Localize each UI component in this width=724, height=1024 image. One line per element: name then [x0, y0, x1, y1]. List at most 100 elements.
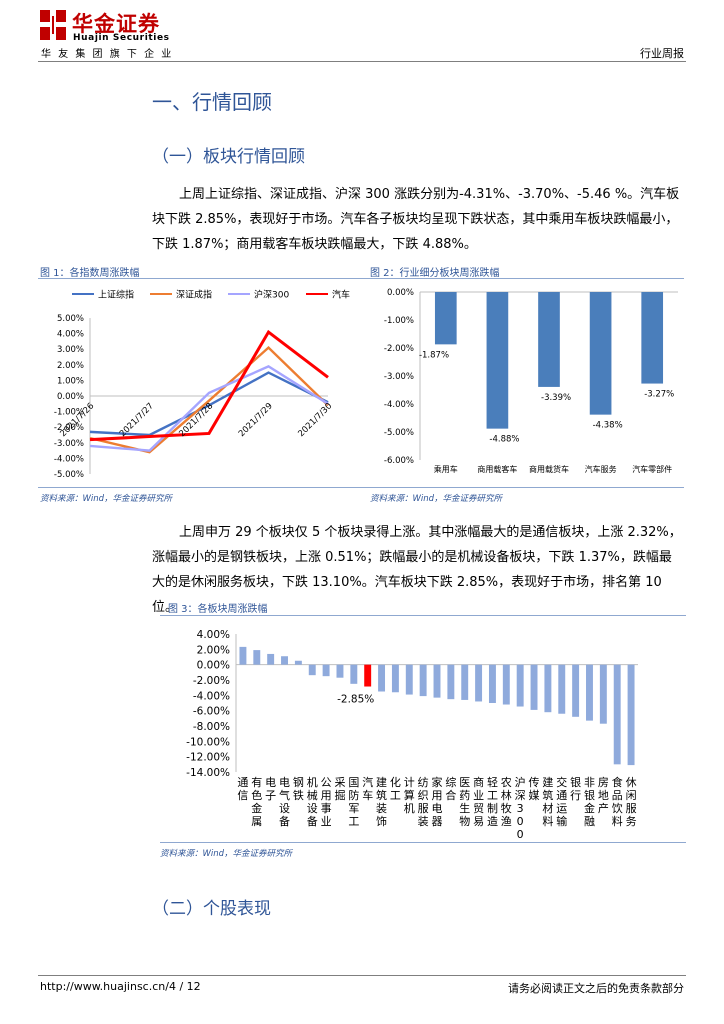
- y-tick-label: -10.00%: [186, 736, 230, 748]
- x-tick-label: 采掘: [334, 776, 345, 802]
- y-tick-label: -14.00%: [186, 767, 230, 779]
- x-tick-label: 通信: [237, 776, 248, 802]
- y-tick-label: -5.00%: [384, 428, 414, 438]
- footer-page: / 12: [179, 980, 201, 993]
- x-tick-label: 食品饮料: [612, 775, 623, 828]
- report-type: 行业周报: [640, 47, 684, 60]
- y-tick-label: 0.00%: [197, 660, 230, 672]
- x-tick-label: 2021/7/30: [296, 401, 334, 439]
- footer-divider: [38, 975, 686, 976]
- bar: [336, 664, 344, 678]
- x-tick-label: 汽车服务: [585, 464, 617, 474]
- logo-name-cn: 华金证券: [72, 12, 160, 36]
- y-tick-label: 0.00%: [57, 392, 84, 402]
- data-label: -4.88%: [489, 435, 519, 445]
- y-tick-label: -6.00%: [384, 456, 414, 466]
- bar: [419, 664, 427, 697]
- y-tick-label: 2.00%: [197, 644, 230, 656]
- series-line: [89, 329, 329, 442]
- logo-name-en: Huajin Securities: [73, 33, 170, 43]
- x-tick-label: 沪深 3 0 0: [515, 775, 526, 840]
- x-tick-label: 商业贸易: [473, 775, 484, 828]
- group-tagline: 华 友 集 团 旗 下 企 业: [41, 49, 174, 60]
- y-tick-label: 1.00%: [57, 376, 84, 386]
- x-tick-label: 商用载货车: [529, 464, 569, 474]
- source-divider-3: [160, 842, 686, 843]
- bar: [558, 664, 566, 714]
- bar: [253, 650, 261, 665]
- y-tick-label: 5.00%: [57, 314, 84, 324]
- x-tick-label: 轻工制造: [487, 775, 498, 828]
- bar: [364, 664, 372, 687]
- section-title: 一、行情回顾: [152, 90, 272, 114]
- y-tick-label: -6.00%: [193, 706, 230, 718]
- y-tick-label: -3.00%: [384, 372, 414, 382]
- series-line: [89, 346, 329, 454]
- x-tick-label: 农林牧渔: [501, 775, 512, 828]
- x-tick-label: 乘用车: [434, 464, 458, 474]
- bar: [350, 664, 358, 684]
- footer-url[interactable]: http://www.huajinsc.cn/4: [40, 980, 176, 993]
- figure3-caption: 图 3：各板块周涨跌幅: [168, 604, 268, 615]
- x-tick-label: 国防军工: [348, 776, 359, 828]
- x-tick-label: 机械设备: [307, 775, 318, 828]
- bar: [405, 664, 413, 695]
- bar: [322, 664, 330, 677]
- x-tick-label: 交通运输: [556, 775, 567, 828]
- bar: [599, 664, 607, 724]
- y-tick-label: -2.00%: [384, 344, 414, 354]
- y-tick-label: 4.00%: [197, 629, 230, 641]
- header-divider: [38, 61, 686, 62]
- figure3-source: 资料来源：Wind，华金证券研究所: [160, 849, 293, 859]
- y-tick-label: -2.00%: [54, 423, 84, 433]
- paragraph-sector-review: 上周申万 29 个板块仅 5 个板块录得上涨。其中涨幅最大的是通信板块，上涨 2…: [152, 525, 682, 615]
- legend-label: 沪深300: [254, 289, 289, 301]
- bar: [572, 664, 580, 717]
- data-label: -3.27%: [644, 390, 674, 400]
- fig3-caption-divider: [160, 615, 686, 616]
- bar: [461, 664, 469, 700]
- x-tick-label: 公用事业: [321, 776, 332, 828]
- footer-disclaimer: 请务必阅读正文之后的免责条款部分: [508, 982, 684, 995]
- x-tick-label: 有色金属: [251, 775, 262, 828]
- x-tick-label: 汽车零部件: [632, 464, 672, 474]
- figure1-caption: 图 1：各指数周涨跌幅: [40, 268, 140, 279]
- data-label: -4.38%: [593, 421, 623, 431]
- x-tick-label: 综合: [445, 775, 456, 802]
- x-tick-label: 医药生物: [459, 776, 470, 828]
- x-tick-label: 化工: [390, 775, 401, 802]
- x-tick-label: 纺织服装: [418, 775, 429, 828]
- bar: [308, 664, 316, 676]
- bar: [281, 656, 288, 665]
- bar: [538, 292, 560, 387]
- y-tick-label: -3.00%: [54, 439, 84, 449]
- y-tick-label: 2.00%: [57, 361, 84, 371]
- x-tick-label: 建筑装饰: [376, 775, 387, 828]
- y-tick-label: -4.00%: [384, 400, 414, 410]
- bar: [239, 646, 247, 665]
- x-tick-label: 家用电器: [432, 775, 443, 828]
- y-tick-label: -12.00%: [186, 752, 230, 764]
- y-tick-label: 0.00%: [387, 288, 414, 298]
- bar: [586, 664, 593, 721]
- bar: [294, 660, 302, 665]
- bar: [267, 653, 275, 665]
- x-tick-label: 2021/7/29: [237, 401, 275, 439]
- x-tick-label: 建筑材料: [542, 775, 553, 828]
- y-tick-label: -1.00%: [384, 316, 414, 326]
- footer-left: http://www.huajinsc.cn/4 / 12: [40, 980, 201, 993]
- highlight-data-label: -2.85%: [337, 694, 374, 706]
- y-tick-label: -1.00%: [54, 408, 84, 418]
- source-divider-1: [38, 487, 684, 488]
- bar: [391, 664, 399, 693]
- bar: [589, 292, 612, 415]
- data-label: -3.39%: [541, 393, 571, 403]
- x-tick-label: 传媒: [529, 776, 540, 802]
- x-tick-label: 汽车: [362, 775, 373, 802]
- figure2-source: 资料来源：Wind，华金证券研究所: [370, 494, 503, 504]
- bar: [627, 664, 635, 766]
- y-tick-label: 4.00%: [57, 330, 84, 340]
- paragraph-market-review: 上周上证综指、深证成指、沪深 300 涨跌分别为-4.31%、-3.70%、-5…: [152, 187, 680, 252]
- bar: [530, 664, 538, 710]
- caption-divider: [38, 278, 684, 279]
